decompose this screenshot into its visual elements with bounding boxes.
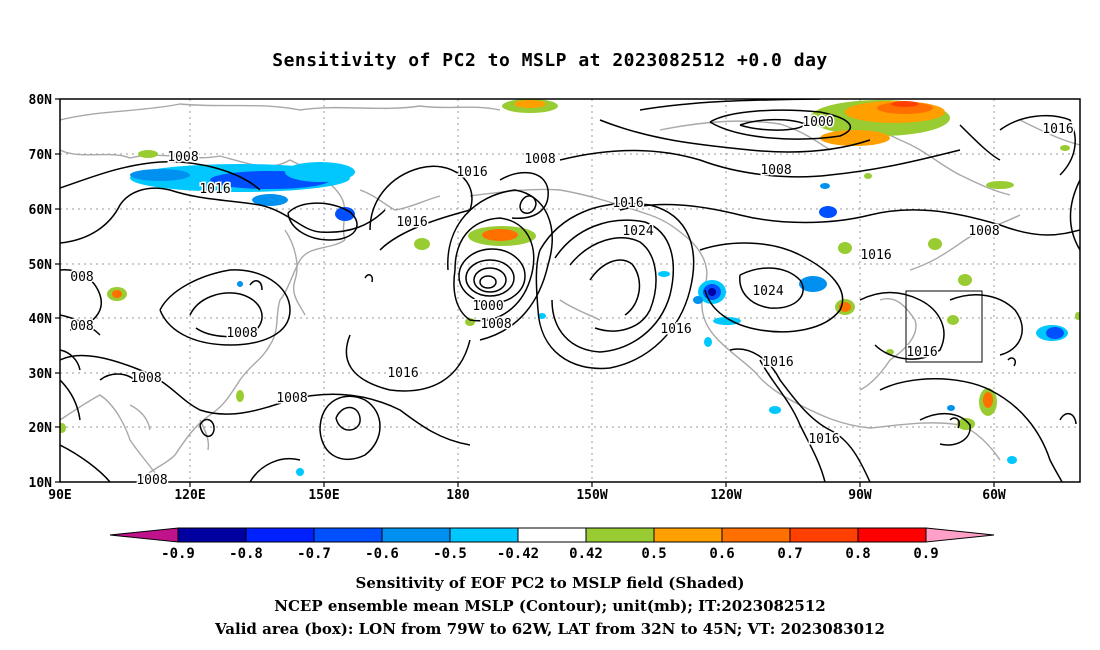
caption-line-1: Sensitivity of EOF PC2 to MSLP field (Sh… <box>355 574 745 592</box>
colorbar-bin <box>517 527 587 543</box>
contour-label: 1016 <box>199 182 230 197</box>
colorbar-bin <box>381 527 451 543</box>
contour-label: 1016 <box>906 345 937 360</box>
colorbar <box>109 527 995 543</box>
colorbar-label: 0.7 <box>777 546 802 562</box>
colorbar-bin <box>245 527 315 543</box>
lon-ticks <box>189 482 995 487</box>
contour-label: 1016 <box>762 355 793 370</box>
contour-label: 1016 <box>387 366 418 381</box>
colorbar-bin <box>721 527 791 543</box>
colorbar-label: -0.7 <box>297 546 331 562</box>
contour-labels: 1008 1016 1008 1016 1016 1016 1024 1000 … <box>69 114 1075 490</box>
lon-label-60w: 60W <box>982 488 1006 503</box>
colorbar-bin <box>585 527 655 543</box>
colorbar-labels: -0.9 -0.8 -0.7 -0.6 -0.5 -0.42 0.42 0.5 … <box>161 546 939 562</box>
colorbar-label: 0.8 <box>845 546 870 562</box>
mslp-contours <box>60 99 1080 482</box>
contour-label: 1016 <box>1042 122 1073 137</box>
lon-label-180: 180 <box>446 488 470 503</box>
colorbar-bin <box>789 527 859 543</box>
colorbar-bin <box>449 527 519 543</box>
lon-label-90e: 90E <box>48 488 71 503</box>
colorbar-label: -0.9 <box>161 546 195 562</box>
colorbar-high-end <box>925 527 995 543</box>
colorbar-label: 0.6 <box>709 546 734 562</box>
colorbar-label: -0.6 <box>365 546 399 562</box>
lon-label-120w: 120W <box>710 488 741 503</box>
caption-line-3: Valid area (box): LON from 79W to 62W, L… <box>215 620 885 638</box>
contour-label: 008 <box>70 270 93 285</box>
contour-label: 1000 <box>472 299 503 314</box>
lat-label-60n: 60N <box>29 203 53 218</box>
colorbar-label: 0.5 <box>641 546 666 562</box>
map-border <box>59 98 1081 483</box>
contour-label: 1008 <box>760 163 791 178</box>
colorbar-bin <box>177 527 247 543</box>
contour-label: 1024 <box>622 224 653 239</box>
lat-ticks <box>55 98 60 483</box>
lat-label-70n: 70N <box>29 148 53 163</box>
colorbar-label: -0.42 <box>497 546 539 562</box>
contour-label: 1008 <box>226 326 257 341</box>
contour-label: 008 <box>70 319 93 334</box>
colorbar-label: -0.8 <box>229 546 263 562</box>
contour-label: 1008 <box>130 371 161 386</box>
lon-label-150e: 150E <box>308 488 339 503</box>
lon-label-150w: 150W <box>576 488 607 503</box>
contour-label: 1016 <box>860 248 891 263</box>
colorbar-low-end <box>109 527 179 543</box>
contour-label: 1008 <box>136 473 167 488</box>
caption-line-2: NCEP ensemble mean MSLP (Contour); unit(… <box>274 597 826 615</box>
contour-label: 1016 <box>808 432 839 447</box>
colorbar-bin <box>313 527 383 543</box>
colorbar-label: 0.42 <box>569 546 603 562</box>
colorbar-label: -0.5 <box>433 546 467 562</box>
contour-label: 1008 <box>480 317 511 332</box>
lon-label-120e: 120E <box>174 488 205 503</box>
lat-label-20n: 20N <box>29 421 53 436</box>
contour-label: 1016 <box>396 215 427 230</box>
colorbar-bin <box>857 527 927 543</box>
lon-labels: 90E 120E 150E 180 150W 120W 90W 60W <box>48 488 1006 503</box>
lat-label-50n: 50N <box>29 258 53 273</box>
colorbar-bin <box>653 527 723 543</box>
valid-area-box <box>905 290 983 363</box>
contour-label: 1016 <box>612 196 643 211</box>
lat-label-10n: 10N <box>29 476 53 491</box>
lat-label-40n: 40N <box>29 312 53 327</box>
lat-label-30n: 30N <box>29 367 53 382</box>
lat-label-80n: 80N <box>29 93 53 108</box>
lon-label-90w: 90W <box>848 488 872 503</box>
contour-label: 1024 <box>752 284 783 299</box>
lat-labels: 80N 70N 60N 50N 40N 30N 20N 10N <box>29 93 53 491</box>
contour-label: 1008 <box>276 391 307 406</box>
sensitivity-shading <box>60 99 1080 476</box>
contour-label: 1016 <box>660 322 691 337</box>
colorbar-label: 0.9 <box>913 546 938 562</box>
contour-label: 1016 <box>456 165 487 180</box>
coastlines <box>60 103 1080 481</box>
contour-label: 1000 <box>802 115 833 130</box>
contour-label: 1008 <box>524 152 555 167</box>
contour-label: 1008 <box>167 150 198 165</box>
map-title: Sensitivity of PC2 to MSLP at 2023082512… <box>272 50 828 71</box>
contour-label: 1008 <box>968 224 999 239</box>
